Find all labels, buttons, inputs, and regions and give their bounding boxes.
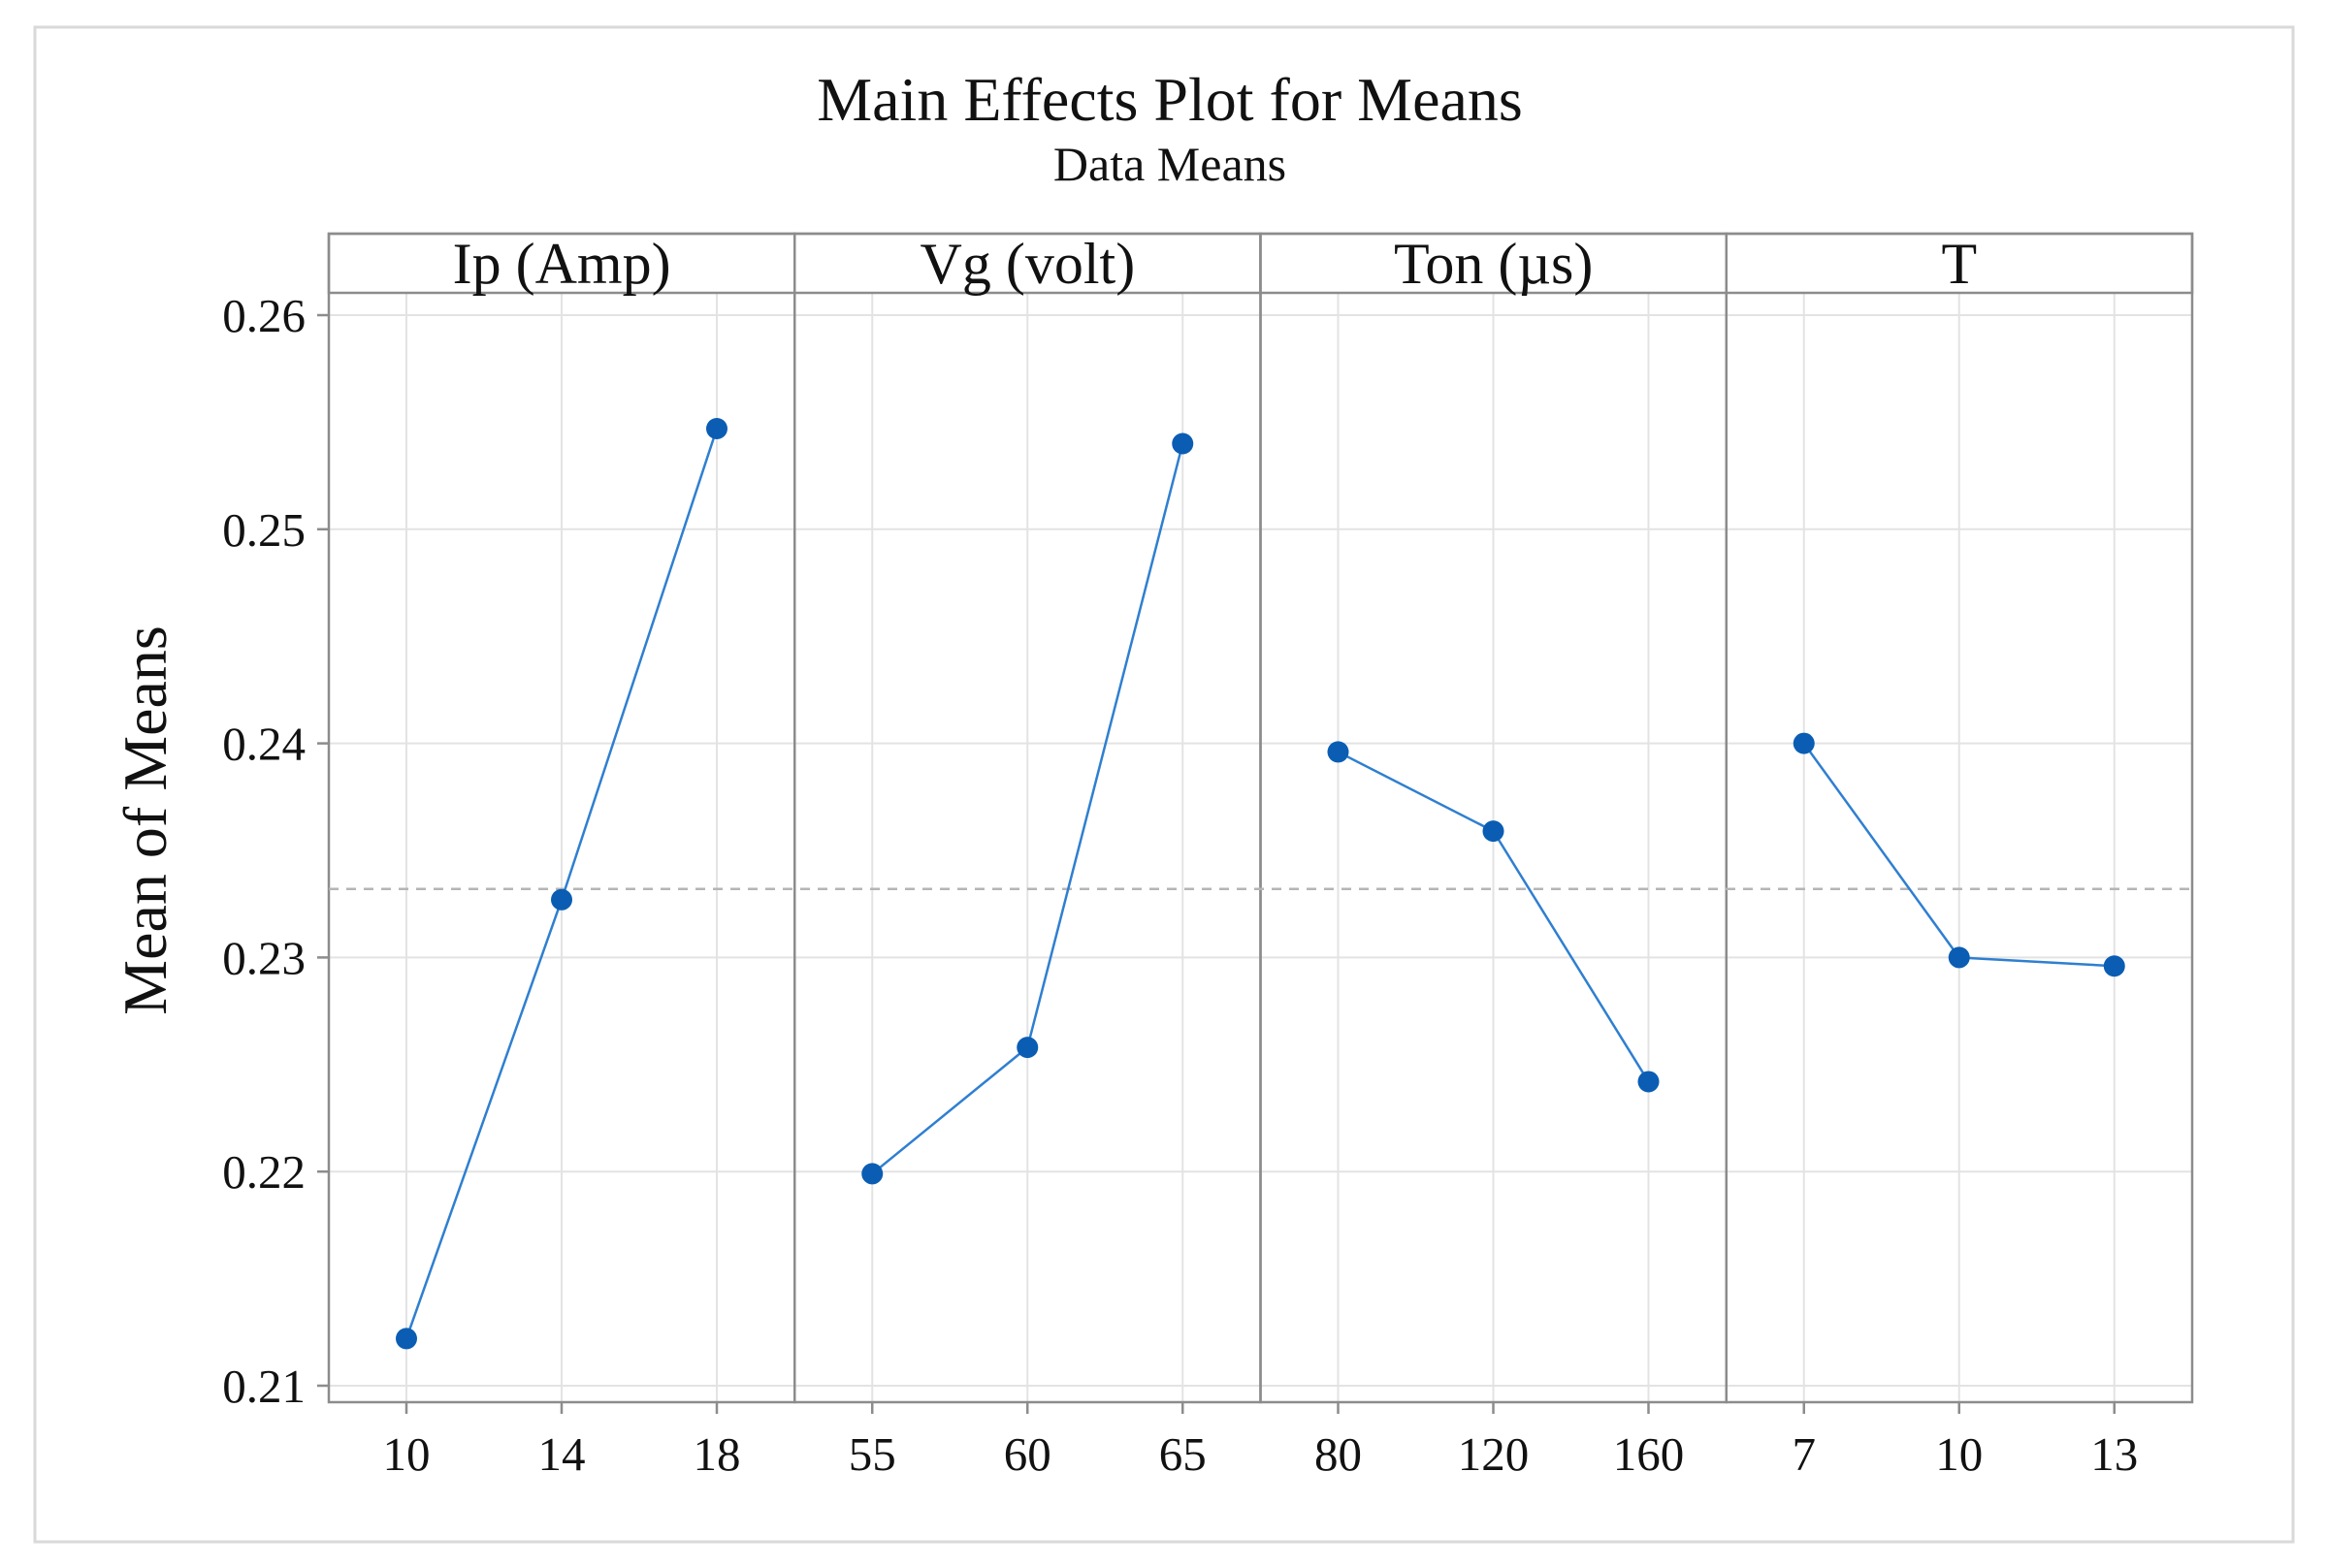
main-effect-point bbox=[2103, 955, 2125, 977]
main-effect-point bbox=[1482, 820, 1504, 843]
panel-title: Vg (volt) bbox=[921, 232, 1136, 296]
main-effect-point bbox=[861, 1163, 884, 1185]
y-tick-label: 0.23 bbox=[222, 931, 306, 984]
main-effect-point bbox=[1017, 1037, 1039, 1059]
main-effect-point bbox=[1948, 946, 1970, 969]
x-tick-label: 7 bbox=[1793, 1427, 1817, 1481]
main-effect-point bbox=[1327, 741, 1349, 763]
panel-title: Ip (Amp) bbox=[453, 232, 671, 296]
y-tick-label: 0.24 bbox=[222, 718, 306, 771]
y-tick-label: 0.22 bbox=[222, 1145, 306, 1199]
x-tick-label: 65 bbox=[1159, 1427, 1207, 1481]
y-axis-label: Mean of Means bbox=[111, 625, 179, 1015]
panel-header bbox=[327, 232, 796, 295]
x-tick-label: 60 bbox=[1004, 1427, 1051, 1481]
x-tick-label: 80 bbox=[1314, 1427, 1362, 1481]
x-tick-label: 14 bbox=[538, 1427, 586, 1481]
x-tick-label: 10 bbox=[1935, 1427, 1983, 1481]
x-tick-label: 55 bbox=[849, 1427, 896, 1481]
y-tick-label: 0.26 bbox=[222, 289, 306, 342]
x-tick-label: 160 bbox=[1613, 1427, 1685, 1481]
chart-subtitle: Data Means bbox=[1053, 137, 1286, 191]
panel-title: T bbox=[1942, 232, 1978, 296]
y-tick-label: 0.21 bbox=[222, 1360, 306, 1413]
plot-area: 0.26 0.25 0.24 0.23 0.22 0.21 10 14 18 Ip (Amp) 55… bbox=[222, 232, 2194, 1481]
main-effect-point bbox=[551, 888, 572, 911]
chart-title: Main Effects Plot for Means bbox=[817, 65, 1523, 134]
panel-title: Ton (µs) bbox=[1394, 232, 1593, 296]
x-tick-label: 10 bbox=[383, 1427, 431, 1481]
x-tick-label: 13 bbox=[2090, 1427, 2138, 1481]
main-effect-point bbox=[1793, 732, 1815, 754]
x-tick-label: 120 bbox=[1458, 1427, 1530, 1481]
panel-border bbox=[1725, 232, 2194, 1404]
y-tick-label: 0.25 bbox=[222, 503, 306, 557]
main-effect-point bbox=[1637, 1071, 1660, 1093]
main-effect-point bbox=[396, 1328, 417, 1350]
main-effect-point bbox=[1172, 432, 1194, 455]
x-tick-label: 18 bbox=[694, 1427, 741, 1481]
main-effect-point bbox=[706, 418, 727, 440]
